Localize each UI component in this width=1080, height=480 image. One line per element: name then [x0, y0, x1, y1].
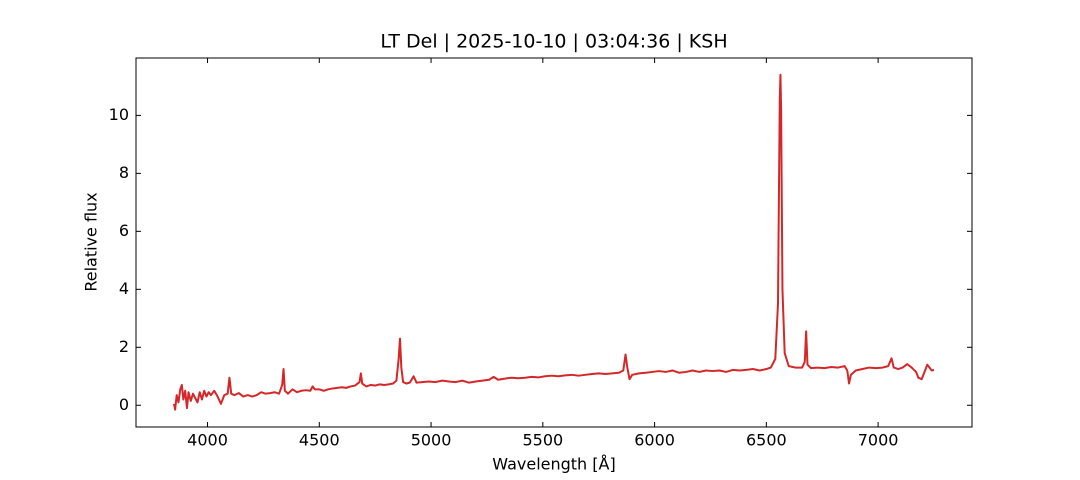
x-tick-label: 4000	[187, 431, 228, 450]
x-tick-label: 7000	[858, 431, 899, 450]
x-tick-label: 6500	[746, 431, 787, 450]
y-tick-label: 0	[119, 395, 129, 414]
x-tick-label: 6000	[634, 431, 675, 450]
y-tick-label: 4	[119, 279, 129, 298]
y-tick-label: 10	[109, 105, 129, 124]
x-axis-label: Wavelength [Å]	[492, 455, 615, 474]
x-tick-label: 4500	[299, 431, 340, 450]
plot-frame	[135, 57, 973, 428]
y-tick-label: 2	[119, 337, 129, 356]
x-tick-label: 5500	[522, 431, 563, 450]
y-axis-label: Relative flux	[82, 192, 101, 291]
x-tick-label: 5000	[411, 431, 452, 450]
chart-title: LT Del | 2025-10-10 | 03:04:36 | KSH	[380, 31, 727, 53]
y-tick-label: 8	[119, 163, 129, 182]
y-tick-label: 6	[119, 221, 129, 240]
spectrum-line	[173, 73, 935, 411]
